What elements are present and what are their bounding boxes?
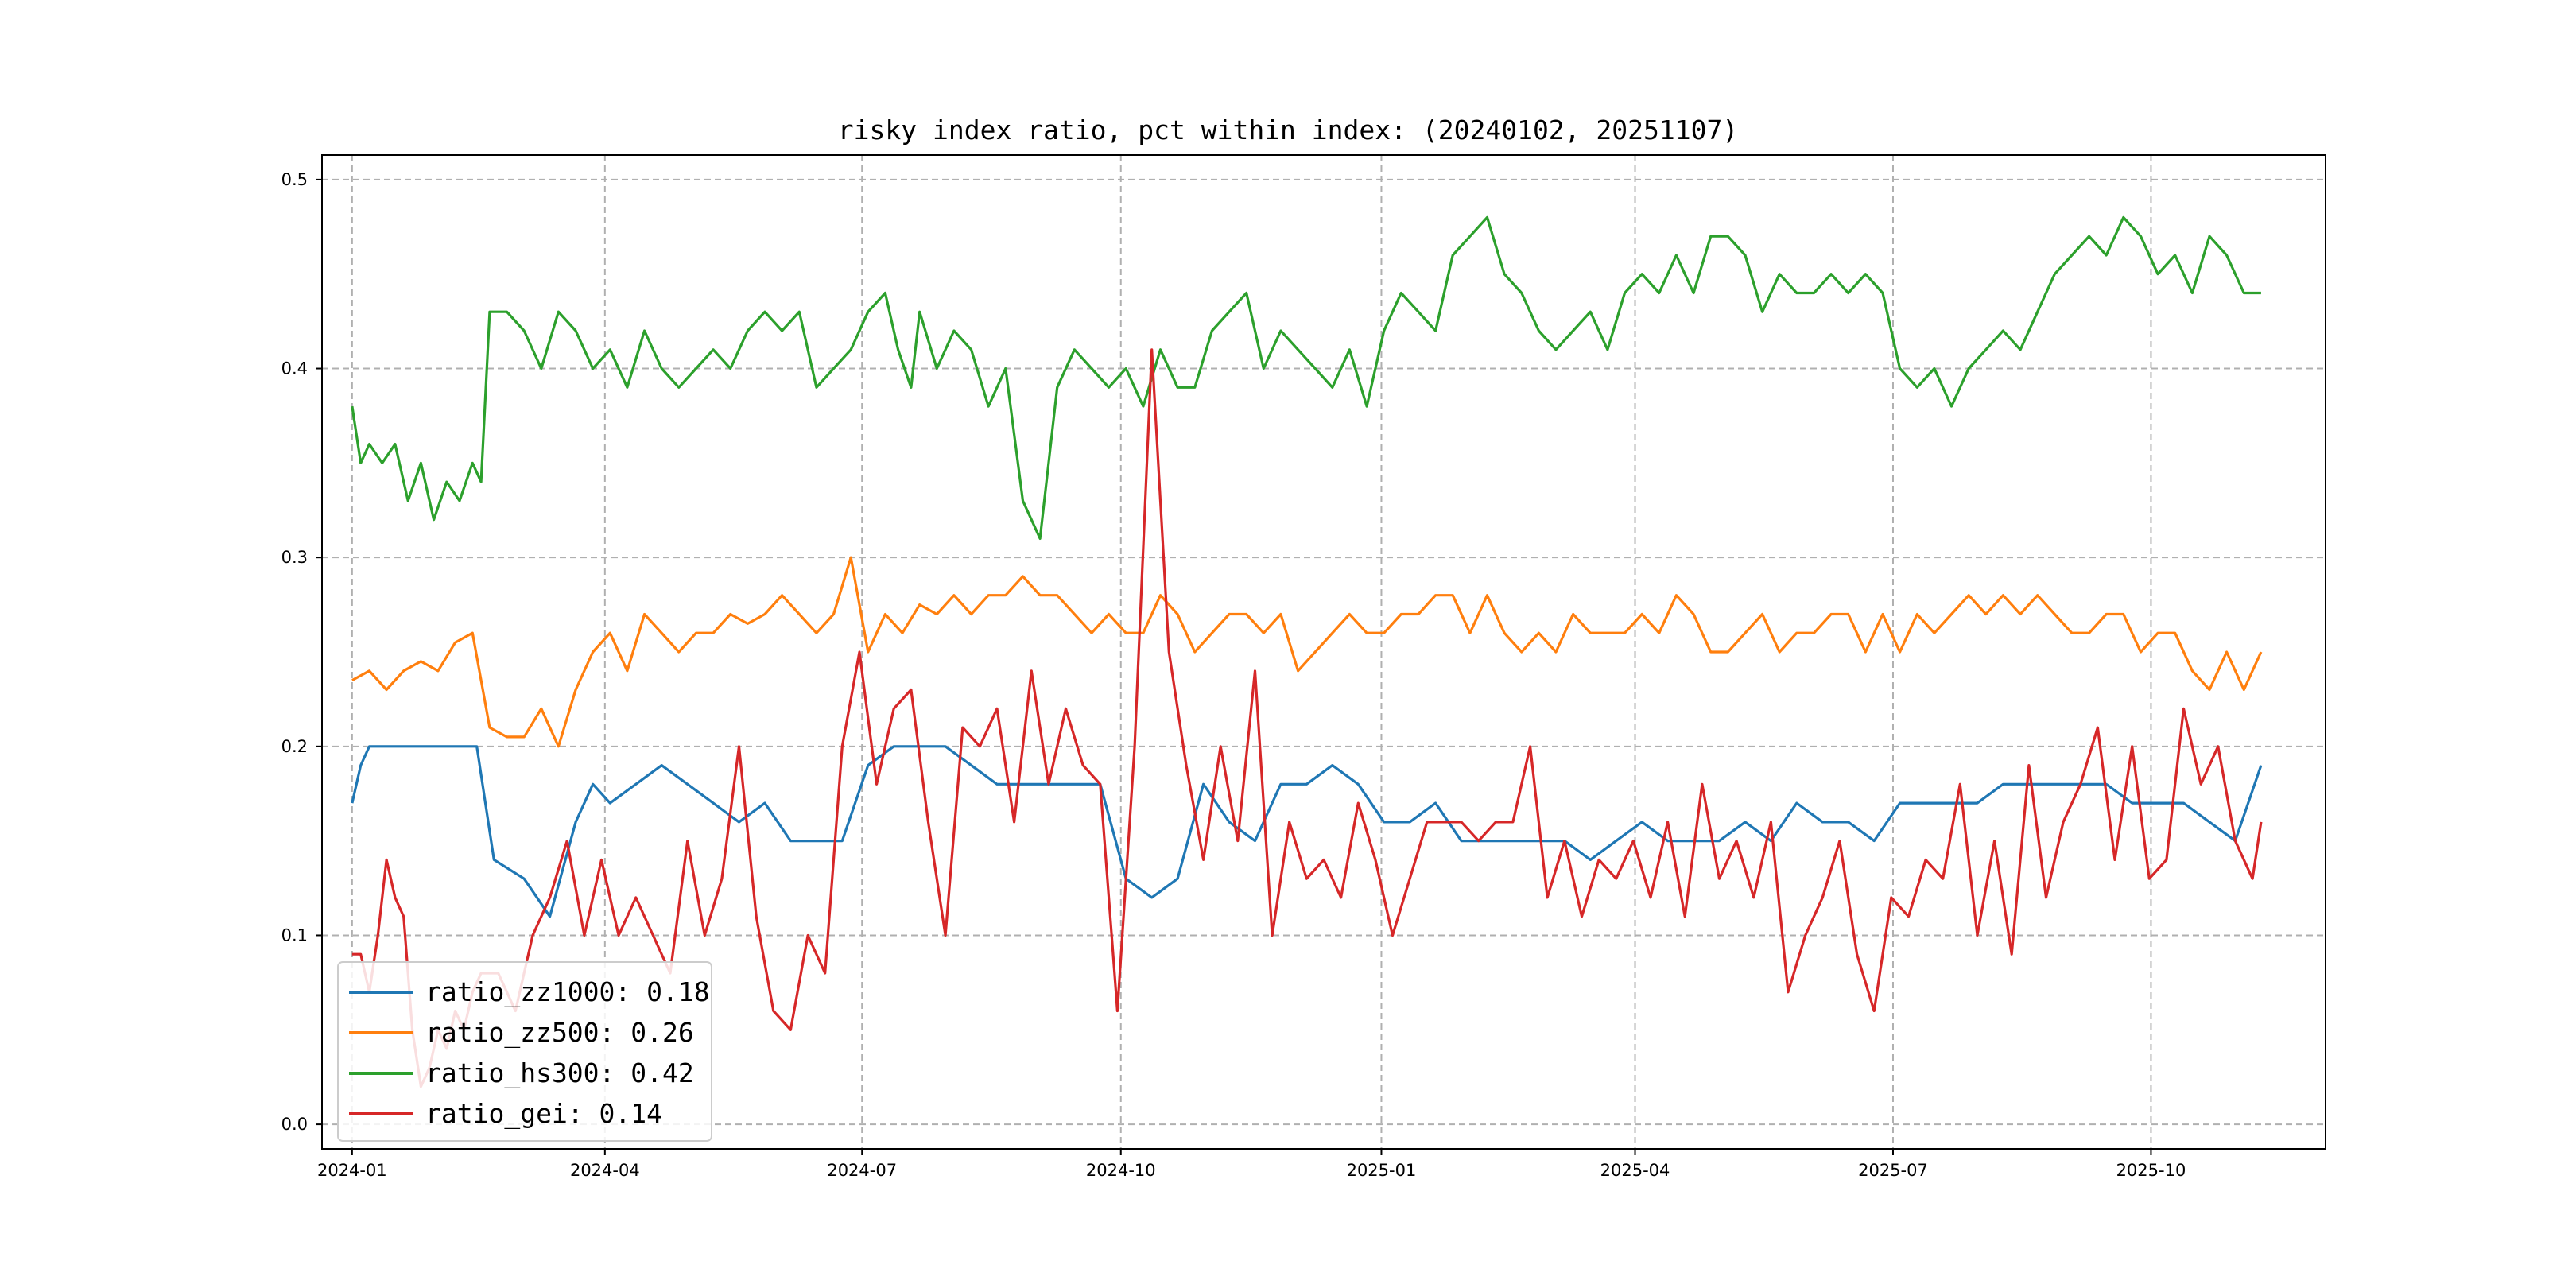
- series-line-ratio_zz500: [351, 556, 2263, 748]
- x-tick-label: 2025-10: [2116, 1161, 2186, 1180]
- x-tick-label: 2025-04: [1600, 1161, 1670, 1180]
- grid: [322, 155, 2326, 1149]
- x-tick-label: 2024-01: [317, 1161, 387, 1180]
- x-tick-label: 2024-07: [827, 1161, 897, 1180]
- legend-label-ratio_zz500: ratio_zz500: 0.26: [425, 1017, 694, 1049]
- x-tick-label: 2025-07: [1858, 1161, 1928, 1180]
- series-line-ratio_hs300: [351, 215, 2261, 541]
- legend-label-ratio_hs300: ratio_hs300: 0.42: [425, 1057, 694, 1089]
- x-tick-label: 2024-10: [1086, 1161, 1156, 1180]
- axis-ticks: 0.0 0.1 0.2 0.3 0.4 0.5 2024-01 2024-04 2024-07 2…: [281, 170, 2186, 1180]
- x-tick-label: 2024-04: [570, 1161, 640, 1180]
- y-tick-label: 0.1: [281, 925, 308, 945]
- legend-label-ratio_gei: ratio_gei: 0.14: [425, 1098, 662, 1130]
- y-tick-label: 0.3: [281, 548, 308, 567]
- legend: ratio_zz1000: 0.18 ratio_zz500: 0.26 ratio…: [337, 961, 712, 1142]
- y-tick-label: 0.5: [281, 170, 308, 189]
- plot-frame: [321, 154, 2326, 1150]
- series-line-ratio_zz1000: [351, 745, 2263, 918]
- series-layer: [351, 215, 2263, 1088]
- y-tick-label: 0.0: [281, 1115, 308, 1134]
- x-tick-label: 2025-01: [1347, 1161, 1417, 1180]
- legend-label-ratio_zz1000: ratio_zz1000: 0.18: [425, 976, 710, 1008]
- y-tick-label: 0.4: [281, 359, 308, 378]
- series-line-ratio_gei: [351, 348, 2263, 1088]
- legend-box: [337, 961, 712, 1142]
- y-tick-label: 0.2: [281, 737, 308, 756]
- chart-title: risky index ratio, pct within index: (20…: [838, 114, 1738, 145]
